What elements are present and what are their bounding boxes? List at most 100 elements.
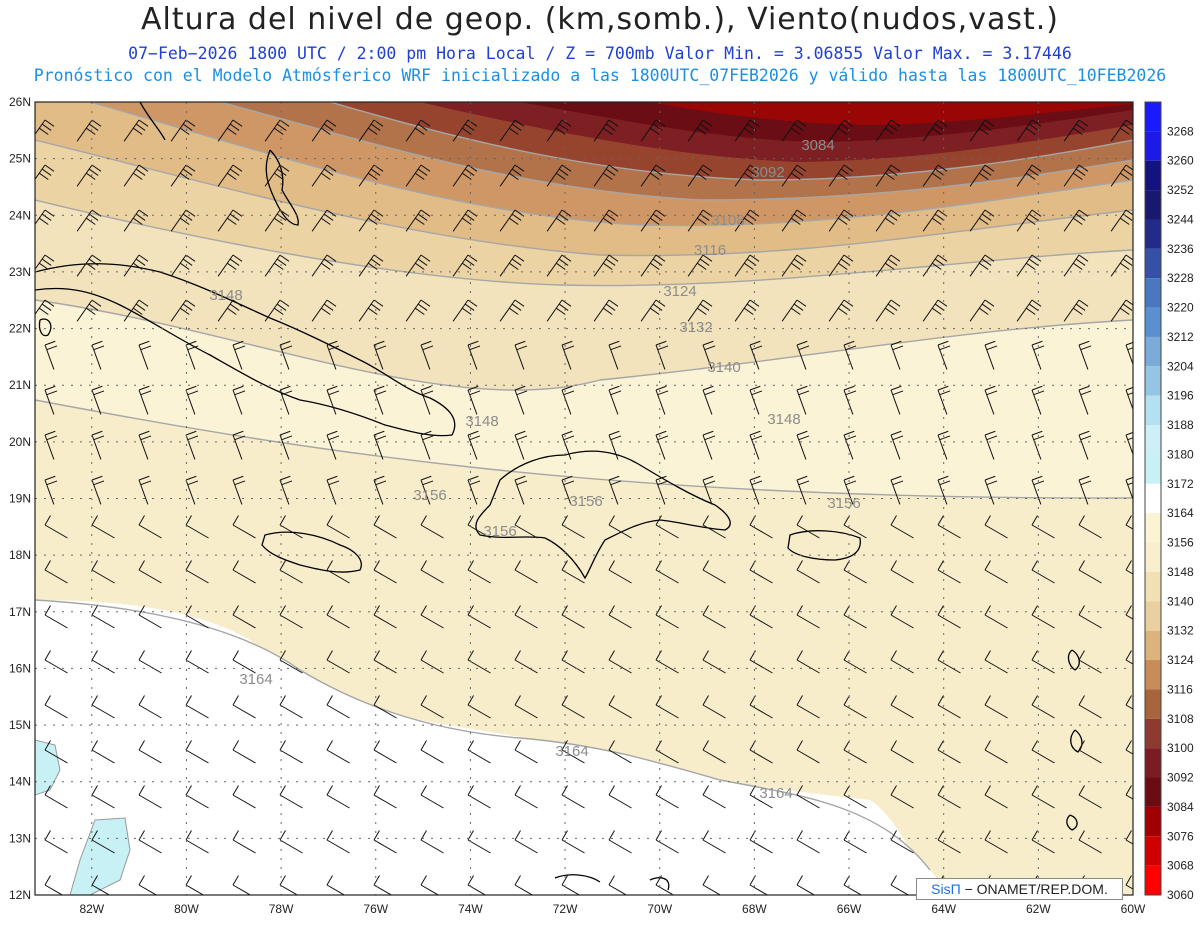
wind-barb <box>796 650 820 674</box>
colorbar-label: 3236 <box>1167 242 1194 256</box>
wind-barb <box>1016 299 1042 322</box>
wind-barb <box>514 385 528 415</box>
wind-barb <box>749 340 763 370</box>
wind-barb <box>546 119 572 142</box>
wind-barb <box>326 475 340 505</box>
wind-barb <box>311 164 337 187</box>
wind-barb <box>76 164 102 187</box>
colorbar-label: 3164 <box>1167 506 1194 520</box>
wind-barb <box>1078 560 1102 584</box>
wind-barb <box>170 254 196 277</box>
wind-barb <box>405 164 431 187</box>
wind-barb <box>170 299 196 322</box>
wind-barb <box>1031 475 1045 505</box>
wind-barb <box>279 560 303 584</box>
wind-barb <box>937 785 961 809</box>
wind-barb <box>373 650 397 674</box>
wind-barb <box>452 164 478 187</box>
wind-barb <box>499 164 525 187</box>
wind-barb <box>123 254 149 277</box>
wind-barb <box>702 385 716 415</box>
wind-barb <box>1031 785 1055 809</box>
lon-tick-label: 78W <box>269 902 294 916</box>
wind-barb <box>1031 650 1055 674</box>
wind-barb <box>890 650 914 674</box>
wind-barb <box>1078 475 1092 505</box>
lon-tick-label: 60W <box>1121 902 1146 916</box>
wind-barb <box>76 119 102 142</box>
wind-barb <box>76 254 102 277</box>
wind-barb <box>279 875 299 895</box>
lat-tick-label: 22N <box>9 322 31 336</box>
colorbar-swatch <box>1145 865 1161 895</box>
wind-barb <box>593 299 619 322</box>
wind-barb <box>185 430 199 460</box>
wind-barb <box>702 695 726 719</box>
wind-barb <box>1063 164 1089 187</box>
wind-barb <box>91 475 105 505</box>
wind-barb <box>608 475 622 505</box>
colorbar-label: 3060 <box>1167 888 1194 902</box>
colorbar-swatch <box>1145 513 1161 543</box>
wind-barb <box>937 475 951 505</box>
wind-barb <box>984 695 1008 719</box>
colorbar-swatch <box>1145 395 1161 426</box>
wind-barb <box>1125 740 1133 755</box>
contour-label: 3148 <box>465 413 498 430</box>
lat-tick-label: 26N <box>9 95 31 109</box>
wind-barb <box>702 340 716 370</box>
contour-label: 3156 <box>483 523 516 540</box>
wind-barb <box>796 875 816 895</box>
wind-barb <box>44 475 58 505</box>
wind-barb <box>608 830 632 854</box>
wind-barb <box>984 605 1008 629</box>
wind-barb <box>138 740 162 764</box>
wind-barb <box>326 560 350 584</box>
wind-barb <box>1031 605 1055 629</box>
wind-barb <box>232 650 256 674</box>
wind-barb <box>311 119 337 142</box>
wind-barb <box>467 695 491 719</box>
contour-label: 3164 <box>759 785 792 802</box>
wind-barb <box>640 119 666 142</box>
wind-barb <box>1063 299 1089 322</box>
colorbar-label: 3116 <box>1167 682 1193 696</box>
wind-barb <box>91 560 115 584</box>
wind-barb <box>467 785 491 809</box>
wind-barb <box>358 164 384 187</box>
wind-barb <box>373 605 397 629</box>
wind-barb <box>420 650 444 674</box>
wind-barb <box>91 830 115 854</box>
contour-label: 3156 <box>413 487 446 504</box>
wind-barb <box>640 164 666 187</box>
colorbar-label: 3268 <box>1167 124 1194 138</box>
wind-barb <box>593 164 619 187</box>
wind-barb <box>749 475 763 505</box>
wind-barb <box>922 299 948 322</box>
wind-barb <box>1063 119 1089 142</box>
contour-label: 3156 <box>827 495 860 512</box>
colorbar-swatch <box>1145 483 1161 514</box>
colorbar-label: 3204 <box>1167 359 1194 373</box>
wind-barb <box>561 740 585 764</box>
wind-barb <box>467 875 487 895</box>
wind-barb <box>655 695 679 719</box>
wind-barb <box>969 254 995 277</box>
wind-barb <box>984 740 1008 764</box>
wind-barb <box>405 299 431 322</box>
wind-barb <box>373 475 387 505</box>
wind-barb <box>138 650 162 674</box>
lon-tick-label: 68W <box>742 902 767 916</box>
wind-barb <box>984 385 998 415</box>
wind-barb <box>452 299 478 322</box>
wind-barb <box>467 605 491 629</box>
wind-barb <box>890 605 914 629</box>
wind-barb <box>44 560 68 584</box>
wind-barb <box>91 650 115 674</box>
wind-barb <box>984 785 1008 809</box>
wind-barb <box>420 695 444 719</box>
lat-tick-label: 13N <box>9 831 31 845</box>
wind-barb <box>514 475 528 505</box>
wind-barb <box>1031 385 1045 415</box>
